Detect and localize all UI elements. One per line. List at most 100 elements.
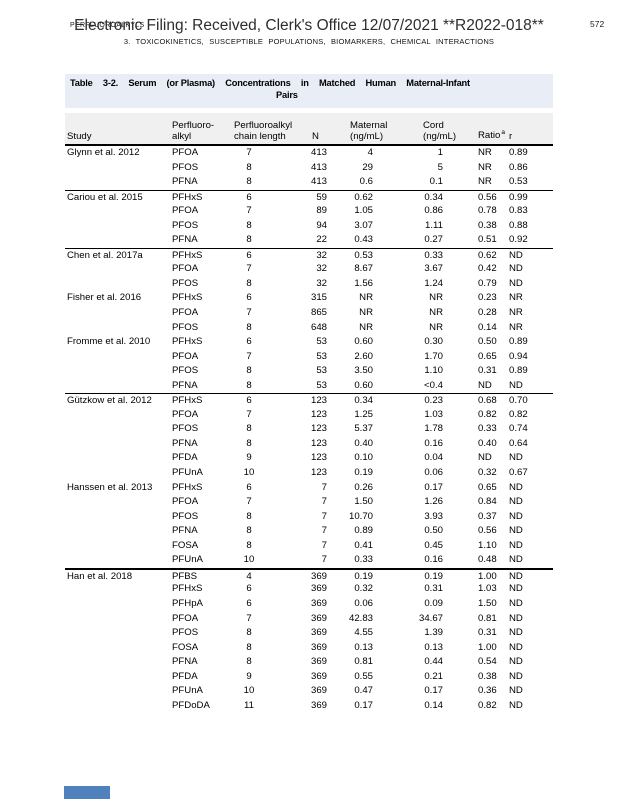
chain-length-cell: 8 [246, 525, 252, 537]
table-title-word: in [300, 78, 309, 88]
cord-cell: 0.45 [424, 539, 443, 551]
ratio-cell: 0.28 [478, 307, 497, 319]
table-row: Han et al. 2018 PFBS 4 369 0.19 0.19 1.00 ND [65, 567, 553, 583]
n-cell: 7 [321, 496, 327, 508]
ratio-cell: 0.37 [478, 510, 497, 522]
page-number: 572 [590, 19, 605, 29]
cord-cell: 0.33 [424, 249, 443, 261]
ratio-cell: NR [478, 147, 492, 158]
n-cell: 7 [321, 554, 327, 566]
ratio-cell: 0.31 [478, 627, 497, 639]
study-cell [65, 161, 172, 176]
n-cell: 94 [316, 219, 327, 231]
ratio-cell: 0.14 [478, 321, 497, 333]
compound-cell: PFOS [172, 423, 199, 435]
n-cell: 369 [310, 699, 327, 711]
table-row: PFNA 8 369 0.81 0.44 0.54 ND [65, 655, 553, 670]
filing-stamp: Electronic Filing: Received, Clerk's Off… [74, 17, 544, 34]
cord-cell: 0.16 [424, 437, 443, 449]
chain-length-cell: 8 [246, 379, 252, 391]
maternal-cell: 0.89 [354, 525, 373, 537]
r-cell: ND [509, 452, 523, 464]
chain-length-cell: 8 [246, 321, 252, 333]
compound-cell: PFOS [172, 219, 199, 231]
ratio-cell: 1.10 [478, 539, 497, 551]
maternal-cell: 0.33 [354, 554, 373, 566]
study-cell [65, 379, 172, 394]
table-row: FOSA 8 369 0.13 0.13 1.00 ND [65, 641, 553, 656]
cord-cell: <0.4 [424, 379, 443, 391]
n-cell: 413 [310, 161, 327, 173]
chain-length-cell: 8 [246, 234, 252, 246]
study-cell [65, 350, 172, 365]
n-cell: 413 [310, 176, 327, 188]
maternal-cell: 42.83 [348, 612, 373, 624]
r-cell: 0.99 [509, 191, 528, 203]
n-cell: 369 [310, 641, 327, 653]
table-row: PFOA 7 53 2.60 1.70 0.65 0.94 [65, 350, 553, 365]
compound-cell: PFOA [172, 307, 199, 319]
cord-cell: 34.67 [418, 612, 443, 624]
cord-column-header: Cord (ng/mL) [423, 120, 457, 142]
maternal-cell: 0.53 [354, 249, 373, 261]
cord-cell: 0.16 [424, 554, 443, 566]
cord-cell: 0.23 [424, 395, 443, 407]
ratio-cell: 0.31 [478, 365, 497, 377]
r-cell: 0.94 [509, 350, 528, 362]
chain-length-cell: 8 [246, 437, 252, 449]
compound-cell: PFDA [172, 670, 198, 682]
maternal-cell: 29 [362, 161, 373, 173]
ratio-cell: 0.38 [478, 670, 497, 682]
table-row: PFHxS 6 369 0.32 0.31 1.03 ND [65, 582, 553, 597]
compound-cell: PFNA [172, 656, 198, 668]
r-cell: 0.92 [509, 234, 528, 246]
compound-cell: PFOS [172, 510, 199, 522]
r-cell: ND [509, 525, 523, 537]
ratio-cell: 0.36 [478, 685, 497, 697]
cord-cell: 1 [437, 147, 443, 158]
maternal-cell: 0.26 [354, 481, 373, 493]
study-cell [65, 597, 172, 612]
n-cell: 53 [316, 336, 327, 348]
compound-cell: PFHxS [172, 249, 203, 261]
maternal-cell: 3.07 [354, 219, 373, 231]
r-cell: 0.67 [509, 467, 528, 479]
chain-length-cell: 6 [246, 597, 252, 609]
ratio-cell: 0.65 [478, 481, 497, 493]
compound-cell: PFOS [172, 627, 199, 639]
table-row: PFDA 9 123 0.10 0.04 ND ND [65, 451, 553, 466]
table-row: PFNA 8 123 0.40 0.16 0.40 0.64 [65, 437, 553, 452]
chain-length-cell: 8 [246, 656, 252, 668]
compound-cell: PFOS [172, 277, 199, 289]
table-row: PFOS 8 413 29 5 NR 0.86 [65, 161, 553, 176]
cord-cell: 0.19 [424, 570, 443, 582]
maternal-cell: 0.19 [354, 467, 373, 479]
n-cell: 648 [310, 321, 327, 333]
n-cell: 89 [316, 205, 327, 217]
table-title-word: Human [365, 78, 397, 88]
n-cell: 53 [316, 379, 327, 391]
maternal-cell: 4.55 [354, 627, 373, 639]
ratio-cell: 0.50 [478, 336, 497, 348]
chain-length-cell: 7 [246, 350, 252, 362]
cord-cell: 0.06 [424, 467, 443, 479]
compound-cell: PFOA [172, 408, 199, 420]
maternal-cell: 0.34 [354, 395, 373, 407]
chain-length-cell: 6 [246, 583, 252, 595]
n-cell: 123 [310, 408, 327, 420]
cord-cell: 0.09 [424, 597, 443, 609]
compound-cell: PFOA [172, 612, 199, 624]
maternal-cell: 8.67 [354, 263, 373, 275]
r-cell: 0.53 [509, 176, 528, 188]
ratio-cell: 0.51 [478, 234, 497, 246]
maternal-cell: 0.47 [354, 685, 373, 697]
table-row: PFOS 8 7 10.70 3.93 0.37 ND [65, 510, 553, 525]
study-cell [65, 670, 172, 685]
table-row: PFHpA 6 369 0.06 0.09 1.50 ND [65, 597, 553, 612]
ratio-cell: ND [478, 379, 492, 391]
table-row: PFOS 8 648 NR NR 0.14 NR [65, 321, 553, 336]
maternal-cell: 0.60 [354, 379, 373, 391]
study-cell [65, 524, 172, 539]
maternal-cell: NR [359, 292, 373, 304]
